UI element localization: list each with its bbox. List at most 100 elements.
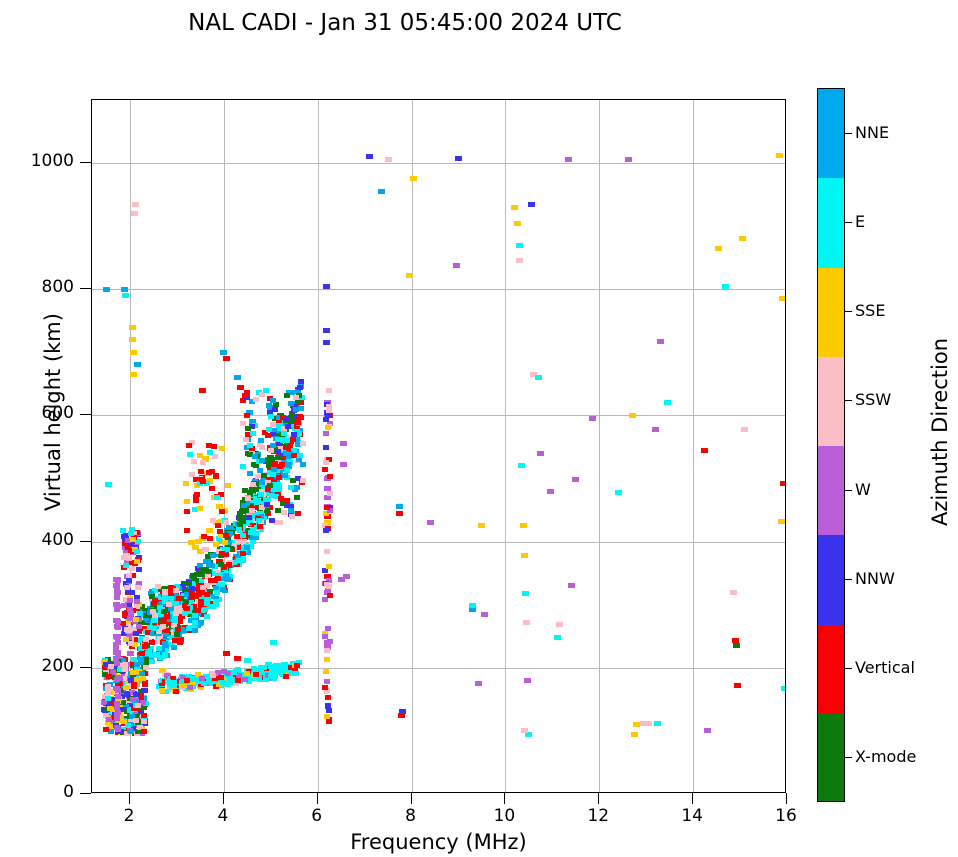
echo-pixel <box>129 660 136 666</box>
echo-pixel <box>107 728 114 734</box>
echo-pixel <box>127 678 134 684</box>
echo-pixel <box>322 327 330 333</box>
echo-pixel <box>120 286 128 292</box>
echo-pixel <box>222 532 229 538</box>
echo-pixel <box>226 539 233 545</box>
echo-pixel <box>120 706 127 712</box>
colorbar-tick <box>845 668 852 670</box>
colorbar-segment-vertical[interactable] <box>818 624 844 714</box>
echo-pixel <box>138 670 145 676</box>
echo-pixel <box>121 612 128 618</box>
colorbar-segment-w[interactable] <box>818 446 844 536</box>
echo-pixel <box>136 654 143 660</box>
echo-pixel <box>249 512 256 518</box>
echo-pixel <box>290 436 297 442</box>
gridline-vertical <box>693 100 695 792</box>
echo-pixel <box>326 638 333 644</box>
y-axis-tick <box>80 414 91 416</box>
echo-pixel <box>109 669 116 675</box>
echo-pixel <box>143 636 150 642</box>
echo-pixel <box>103 661 110 667</box>
echo-pixel <box>265 433 272 439</box>
echo-pixel <box>325 388 332 394</box>
echo-pixel <box>270 472 277 478</box>
echo-pixel <box>134 594 141 600</box>
echo-pixel <box>452 262 460 268</box>
echo-pixel <box>105 482 113 488</box>
colorbar-segment-nnw[interactable] <box>818 535 844 625</box>
echo-pixel <box>168 641 175 647</box>
echo-pixel <box>141 728 148 734</box>
echo-pixel <box>126 695 133 701</box>
echo-pixel <box>248 419 256 425</box>
echo-pixel <box>127 549 134 555</box>
y-axis-tick-label: 800 <box>41 277 74 298</box>
echo-pixel <box>153 638 160 644</box>
echo-pixel <box>243 657 251 663</box>
echo-pixel <box>291 453 298 459</box>
echo-pixel <box>228 678 235 684</box>
echo-pixel <box>132 201 140 207</box>
echo-pixel <box>326 593 333 599</box>
colorbar-tick <box>845 578 852 580</box>
echo-pixel <box>249 446 256 451</box>
echo-pixel <box>125 538 132 544</box>
echo-pixel <box>206 535 213 541</box>
echo-pixel <box>114 694 121 700</box>
echo-pixel <box>284 497 291 503</box>
colorbar-segment-x-mode[interactable] <box>818 713 844 801</box>
echo-pixel <box>184 677 191 683</box>
echo-pixel <box>244 395 251 401</box>
colorbar-segment-ssw[interactable] <box>818 356 844 446</box>
echo-pixel <box>132 641 139 647</box>
echo-pixel <box>275 486 282 492</box>
echo-pixel <box>135 554 142 560</box>
echo-pixel <box>701 447 709 453</box>
echo-pixel <box>279 671 286 677</box>
echo-pixel <box>203 600 210 606</box>
echo-pixel <box>165 621 172 627</box>
echo-pixel <box>343 573 351 579</box>
echo-pixel <box>239 538 246 544</box>
echo-pixel <box>129 565 136 571</box>
gridline-horizontal <box>92 163 785 165</box>
echo-pixel <box>255 517 262 523</box>
echo-pixel <box>191 620 198 626</box>
echo-pixel <box>365 154 373 160</box>
x-axis-tick <box>504 793 506 804</box>
colorbar[interactable] <box>817 88 845 802</box>
colorbar-segment-e[interactable] <box>818 178 844 268</box>
x-axis-tick-label: 14 <box>681 806 703 826</box>
echo-pixel <box>231 542 238 548</box>
echo-pixel <box>264 472 271 478</box>
echo-pixel <box>168 595 175 601</box>
colorbar-segment-sse[interactable] <box>818 267 844 357</box>
echo-pixel <box>190 576 197 582</box>
echo-pixel <box>101 664 108 670</box>
echo-pixel <box>272 482 279 488</box>
echo-pixel <box>205 559 212 565</box>
echo-pixel <box>204 574 211 580</box>
x-axis-tick-label: 4 <box>217 806 229 826</box>
echo-pixel <box>274 432 281 438</box>
echo-pixel <box>270 671 277 677</box>
echo-pixel <box>208 593 215 599</box>
echo-pixel <box>277 446 283 452</box>
echo-pixel <box>276 669 283 675</box>
echo-pixel <box>130 607 137 613</box>
plot-area[interactable] <box>91 99 786 793</box>
echo-pixel <box>235 539 242 545</box>
echo-pixel <box>171 613 178 619</box>
echo-pixel <box>206 442 213 448</box>
echo-pixel <box>162 598 169 604</box>
colorbar-segment-nne[interactable] <box>818 89 844 179</box>
echo-pixel <box>565 157 573 163</box>
gridline-vertical <box>130 100 131 792</box>
echo-pixel <box>136 724 143 730</box>
echo-pixel <box>157 612 164 618</box>
echo-pixel <box>205 553 212 559</box>
echo-pixel <box>201 546 209 552</box>
echo-pixel <box>197 599 204 605</box>
echo-pixel <box>130 371 138 377</box>
echo-pixel <box>214 522 221 528</box>
